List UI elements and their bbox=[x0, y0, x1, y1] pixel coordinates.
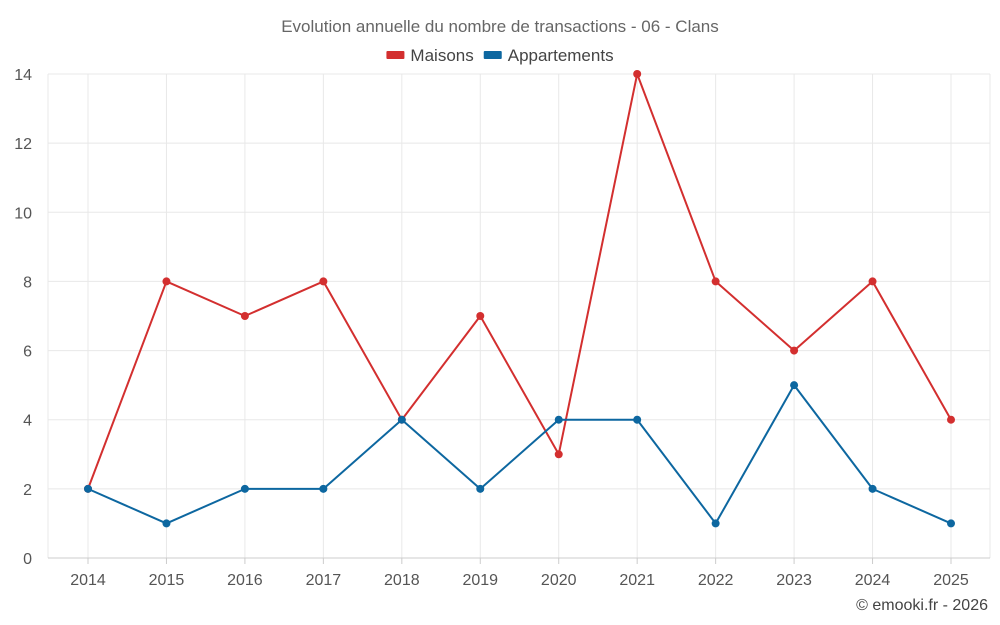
y-tick-label: 8 bbox=[23, 274, 32, 291]
legend-label-appartements: Appartements bbox=[508, 46, 614, 65]
x-axis-ticks: 2014 2015 2016 2017 2018 2019 2020 2021 2022 2023… bbox=[70, 558, 969, 589]
legend-swatch-appartements bbox=[483, 51, 502, 59]
x-tick-label: 2016 bbox=[227, 572, 263, 589]
y-tick-label: 2 bbox=[23, 482, 32, 499]
series-appartements bbox=[84, 381, 955, 528]
grid-lines bbox=[47, 73, 991, 559]
data-point-maisons[interactable] bbox=[554, 450, 563, 459]
data-point-appartements[interactable] bbox=[711, 519, 720, 528]
data-point-appartements[interactable] bbox=[554, 415, 563, 424]
x-tick-label: 2020 bbox=[541, 572, 577, 589]
y-tick-label: 6 bbox=[23, 344, 32, 361]
x-tick-label: 2024 bbox=[855, 572, 891, 589]
data-point-appartements[interactable] bbox=[162, 519, 171, 528]
y-tick-label: 12 bbox=[14, 136, 32, 153]
data-point-appartements[interactable] bbox=[397, 415, 406, 424]
x-tick-label: 2014 bbox=[70, 572, 106, 589]
y-tick-label: 10 bbox=[14, 205, 32, 222]
x-tick-label: 2023 bbox=[776, 572, 812, 589]
data-point-maisons[interactable] bbox=[790, 346, 799, 355]
data-point-maisons[interactable] bbox=[947, 415, 955, 424]
legend-item-maisons[interactable]: Maisons bbox=[386, 46, 474, 65]
data-point-maisons[interactable] bbox=[240, 312, 249, 320]
series-line-appartements bbox=[87, 384, 952, 525]
data-point-maisons[interactable] bbox=[162, 277, 171, 286]
x-tick-label: 2017 bbox=[306, 572, 342, 589]
legend-label-maisons: Maisons bbox=[410, 46, 473, 65]
data-point-appartements[interactable] bbox=[633, 415, 642, 424]
data-point-maisons[interactable] bbox=[319, 277, 328, 286]
series-line-maisons bbox=[87, 73, 952, 490]
legend: Maisons Appartements bbox=[386, 46, 614, 65]
data-point-appartements[interactable] bbox=[868, 484, 877, 493]
data-point-appartements[interactable] bbox=[947, 519, 955, 528]
x-tick-label: 2025 bbox=[933, 572, 969, 589]
data-point-maisons[interactable] bbox=[633, 70, 642, 78]
y-tick-label: 14 bbox=[14, 67, 32, 84]
chart-title: Evolution annuelle du nombre de transact… bbox=[281, 17, 719, 36]
y-tick-label: 0 bbox=[23, 551, 32, 568]
data-point-maisons[interactable] bbox=[476, 312, 485, 320]
y-tick-label: 4 bbox=[23, 413, 32, 430]
data-point-appartements[interactable] bbox=[240, 484, 249, 493]
y-axis-ticks: 0 2 4 6 8 10 12 14 bbox=[14, 67, 32, 568]
data-point-appartements[interactable] bbox=[84, 484, 92, 493]
credit-text: © emooki.fr - 2026 bbox=[856, 597, 988, 614]
x-tick-label: 2022 bbox=[698, 572, 734, 589]
data-point-maisons[interactable] bbox=[711, 277, 720, 286]
data-point-appartements[interactable] bbox=[790, 381, 799, 390]
series-layer bbox=[84, 70, 955, 528]
legend-item-appartements[interactable]: Appartements bbox=[483, 46, 614, 65]
data-point-maisons[interactable] bbox=[868, 277, 877, 286]
x-tick-label: 2018 bbox=[384, 572, 420, 589]
data-point-appartements[interactable] bbox=[319, 484, 328, 493]
x-tick-label: 2015 bbox=[149, 572, 185, 589]
x-tick-label: 2021 bbox=[619, 572, 655, 589]
legend-swatch-maisons bbox=[386, 51, 405, 59]
x-tick-label: 2019 bbox=[462, 572, 498, 589]
data-point-appartements[interactable] bbox=[476, 484, 485, 493]
series-maisons bbox=[84, 70, 955, 493]
